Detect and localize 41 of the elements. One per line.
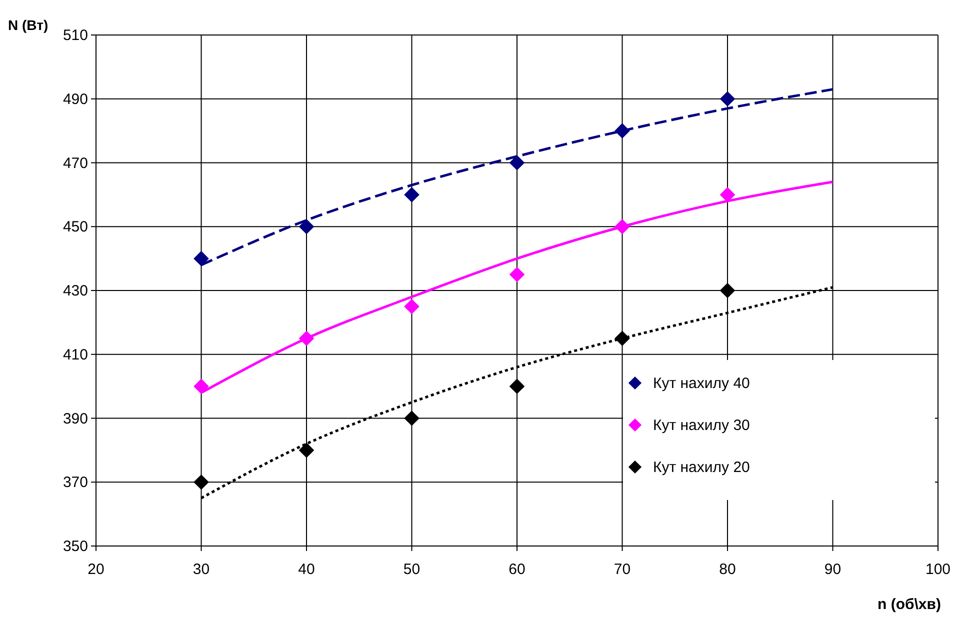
x-tick-label: 40 (298, 561, 315, 578)
point (298, 330, 314, 346)
point (298, 218, 314, 234)
point (194, 474, 209, 490)
point (614, 330, 630, 346)
legend-label: Кут нахилу 40 (653, 375, 750, 392)
x-tick-label: 80 (719, 561, 736, 578)
legend-label: Кут нахилу 20 (653, 459, 750, 476)
y-tick-label: 410 (62, 346, 88, 364)
legend-label: Кут нахилу 30 (653, 417, 750, 434)
x-tick-label: 20 (88, 561, 104, 578)
x-tick-label: 90 (824, 561, 842, 578)
point (404, 410, 420, 426)
y-axis-title: N (Вт) (8, 17, 48, 33)
point (404, 298, 420, 314)
point (720, 187, 736, 202)
point (509, 266, 525, 282)
y-tick-label: 370 (62, 474, 88, 492)
y-tick-label: 490 (62, 90, 88, 108)
y-tick-label: 430 (62, 282, 88, 300)
point (404, 187, 420, 202)
point (614, 123, 630, 138)
y-tick-label: 510 (62, 27, 88, 44)
y-tick-label: 350 (62, 538, 88, 555)
x-tick-label: 70 (614, 561, 631, 578)
x-tick-label: 50 (403, 561, 420, 578)
x-axis-title: n (об\хв) (878, 596, 941, 613)
point (614, 218, 630, 234)
y-tick-label: 470 (62, 154, 88, 172)
point (720, 282, 736, 298)
y-tick-label: 390 (62, 410, 88, 428)
point (298, 442, 314, 458)
x-tick-label: 60 (508, 561, 526, 578)
point (194, 250, 209, 266)
y-tick-label: 450 (62, 218, 88, 236)
point (720, 91, 736, 107)
point (194, 378, 209, 394)
point (509, 155, 525, 170)
x-tick-label: 30 (192, 561, 210, 578)
point (509, 378, 525, 394)
x-tick-label: 100 (925, 561, 951, 578)
